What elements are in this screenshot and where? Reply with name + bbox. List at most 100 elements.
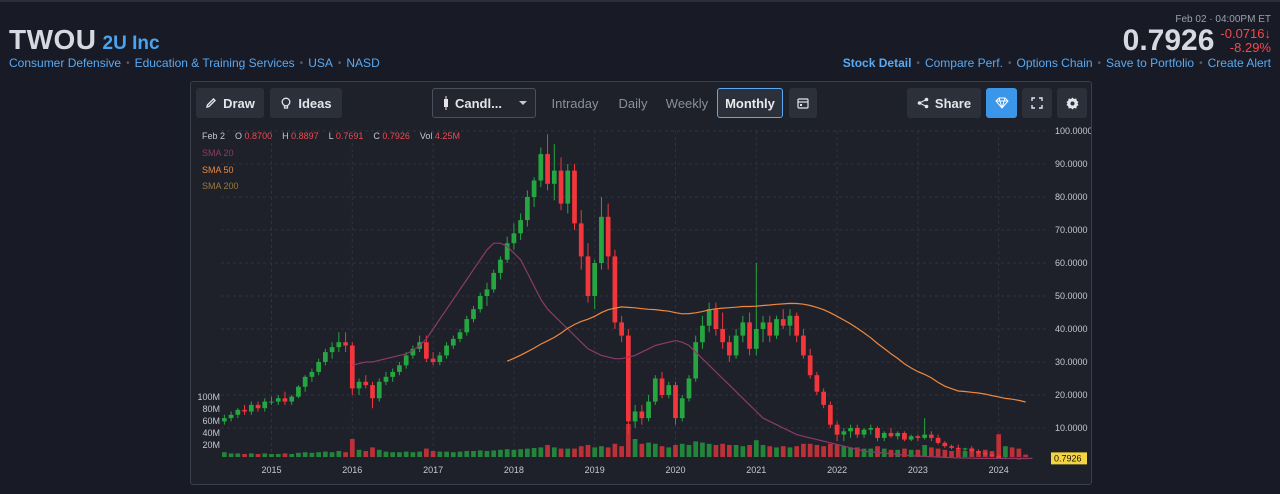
candle-body — [545, 154, 550, 184]
volume-bar — [417, 451, 422, 457]
period-weekly[interactable]: Weekly — [665, 95, 709, 111]
breadcrumb-sector[interactable]: Consumer Defensive — [9, 56, 122, 70]
volume-bar — [652, 443, 658, 457]
change-percent: -8.29% — [1229, 40, 1271, 55]
candle-body — [962, 448, 968, 450]
breadcrumb-industry[interactable]: Education & Training Services — [134, 56, 295, 70]
candle-body — [753, 329, 759, 349]
last-price-label: 0.7926 — [1054, 453, 1082, 463]
candle-body — [686, 378, 692, 399]
breadcrumb-country[interactable]: USA — [308, 56, 333, 70]
volume-tick-label: 60M — [202, 416, 220, 426]
candle-body — [612, 256, 618, 323]
breadcrumb-exchange[interactable]: NASD — [346, 56, 380, 70]
candle-body — [902, 432, 907, 440]
candle-body — [578, 223, 584, 257]
save-portfolio-link[interactable]: Save to Portfolio — [1106, 56, 1195, 70]
candle-body — [376, 381, 382, 399]
volume-tick-label: 100M — [197, 392, 220, 402]
candle-body — [424, 342, 429, 359]
volume-bar — [740, 446, 746, 457]
ticker-symbol: TWOU — [9, 24, 97, 55]
volume-bar — [801, 443, 806, 457]
period-intraday[interactable]: Intraday — [551, 95, 599, 111]
options-chain-link[interactable]: Options Chain — [1016, 56, 1093, 70]
volume-bar — [323, 451, 328, 457]
period-monthly[interactable]: Monthly — [717, 88, 783, 118]
candle-body — [269, 401, 274, 403]
volume-bar — [296, 452, 301, 457]
fullscreen-button[interactable] — [1022, 88, 1052, 118]
volume-bar — [551, 447, 557, 457]
y-tick-label: 10.0000 — [1055, 423, 1088, 433]
candle-body — [363, 381, 369, 386]
candle-body — [679, 398, 685, 419]
last-price: 0.7926 — [1122, 24, 1215, 57]
legend-sma20[interactable]: SMA 20 — [202, 148, 234, 158]
stock-detail-link[interactable]: Stock Detail — [842, 56, 912, 70]
ideas-button[interactable]: Ideas — [270, 88, 342, 118]
candle-body — [794, 315, 800, 336]
candle-body — [316, 362, 321, 372]
candle-body — [942, 442, 948, 447]
volume-bar — [861, 448, 867, 457]
volume-bar — [875, 446, 880, 457]
fullscreen-icon — [1031, 97, 1043, 109]
volume-bar — [376, 449, 382, 457]
quote-timestamp: Feb 02 · 04:00PM ET — [1175, 14, 1271, 25]
volume-bar — [484, 451, 490, 457]
candle-body — [323, 352, 328, 362]
candle-body — [828, 404, 833, 425]
y-tick-label: 80.0000 — [1055, 192, 1088, 202]
premium-button[interactable] — [986, 88, 1017, 118]
volume-bar — [262, 453, 268, 457]
calendar-button[interactable] — [789, 88, 817, 118]
candle-body — [848, 428, 853, 432]
volume-bar — [706, 443, 712, 457]
candle-body — [935, 437, 941, 443]
volume-tick-label: 40M — [202, 428, 220, 438]
candle-body — [881, 432, 887, 438]
candle-body — [356, 381, 362, 389]
candle-body — [457, 332, 463, 339]
volume-bar — [558, 448, 564, 457]
create-alert-link[interactable]: Create Alert — [1207, 56, 1271, 70]
volume-bar — [753, 440, 759, 457]
candle-body — [605, 216, 611, 257]
period-daily[interactable]: Daily — [618, 95, 648, 111]
gear-icon — [1066, 97, 1078, 109]
candle-body — [592, 263, 598, 296]
ohlc-close: C 0.7926 — [373, 131, 410, 141]
candle-body — [720, 329, 725, 343]
share-button[interactable]: Share — [907, 88, 981, 118]
volume-bar — [329, 452, 335, 457]
diamond-icon — [994, 97, 1009, 109]
breadcrumb: Consumer Defensive • Education & Trainin… — [9, 56, 380, 70]
volume-bar — [316, 452, 321, 457]
volume-bar — [659, 446, 665, 457]
price-chart[interactable]: 100.0000 90.0000 80.0000 70.0000 60.0000 50.0… — [191, 122, 1091, 484]
volume-tick-label: 20M — [202, 440, 220, 450]
volume-bar — [410, 452, 416, 457]
compare-perf-link[interactable]: Compare Perf. — [924, 56, 1003, 70]
candle-body — [531, 180, 537, 197]
candle-body — [727, 342, 732, 356]
volume-bar — [498, 449, 503, 457]
draw-button[interactable]: Draw — [196, 88, 264, 118]
volume-bar — [437, 451, 443, 457]
candle-body — [383, 376, 389, 382]
volume-bar — [821, 446, 826, 457]
settings-button[interactable] — [1057, 88, 1087, 118]
volume-bar — [289, 454, 295, 457]
legend-sma50[interactable]: SMA 50 — [202, 165, 234, 175]
y-tick-label: 60.0000 — [1055, 258, 1088, 268]
volume-bar — [720, 443, 725, 457]
candle-body — [774, 319, 779, 336]
chart-type-select[interactable]: Candl... — [432, 88, 536, 118]
volume-bar — [619, 446, 624, 457]
ohlc-volume: Vol 4.25M — [419, 131, 460, 141]
volume-bar — [531, 448, 537, 457]
legend-sma200[interactable]: SMA 200 — [202, 181, 239, 191]
company-name[interactable]: 2U Inc — [102, 33, 160, 54]
share-icon — [917, 97, 929, 109]
